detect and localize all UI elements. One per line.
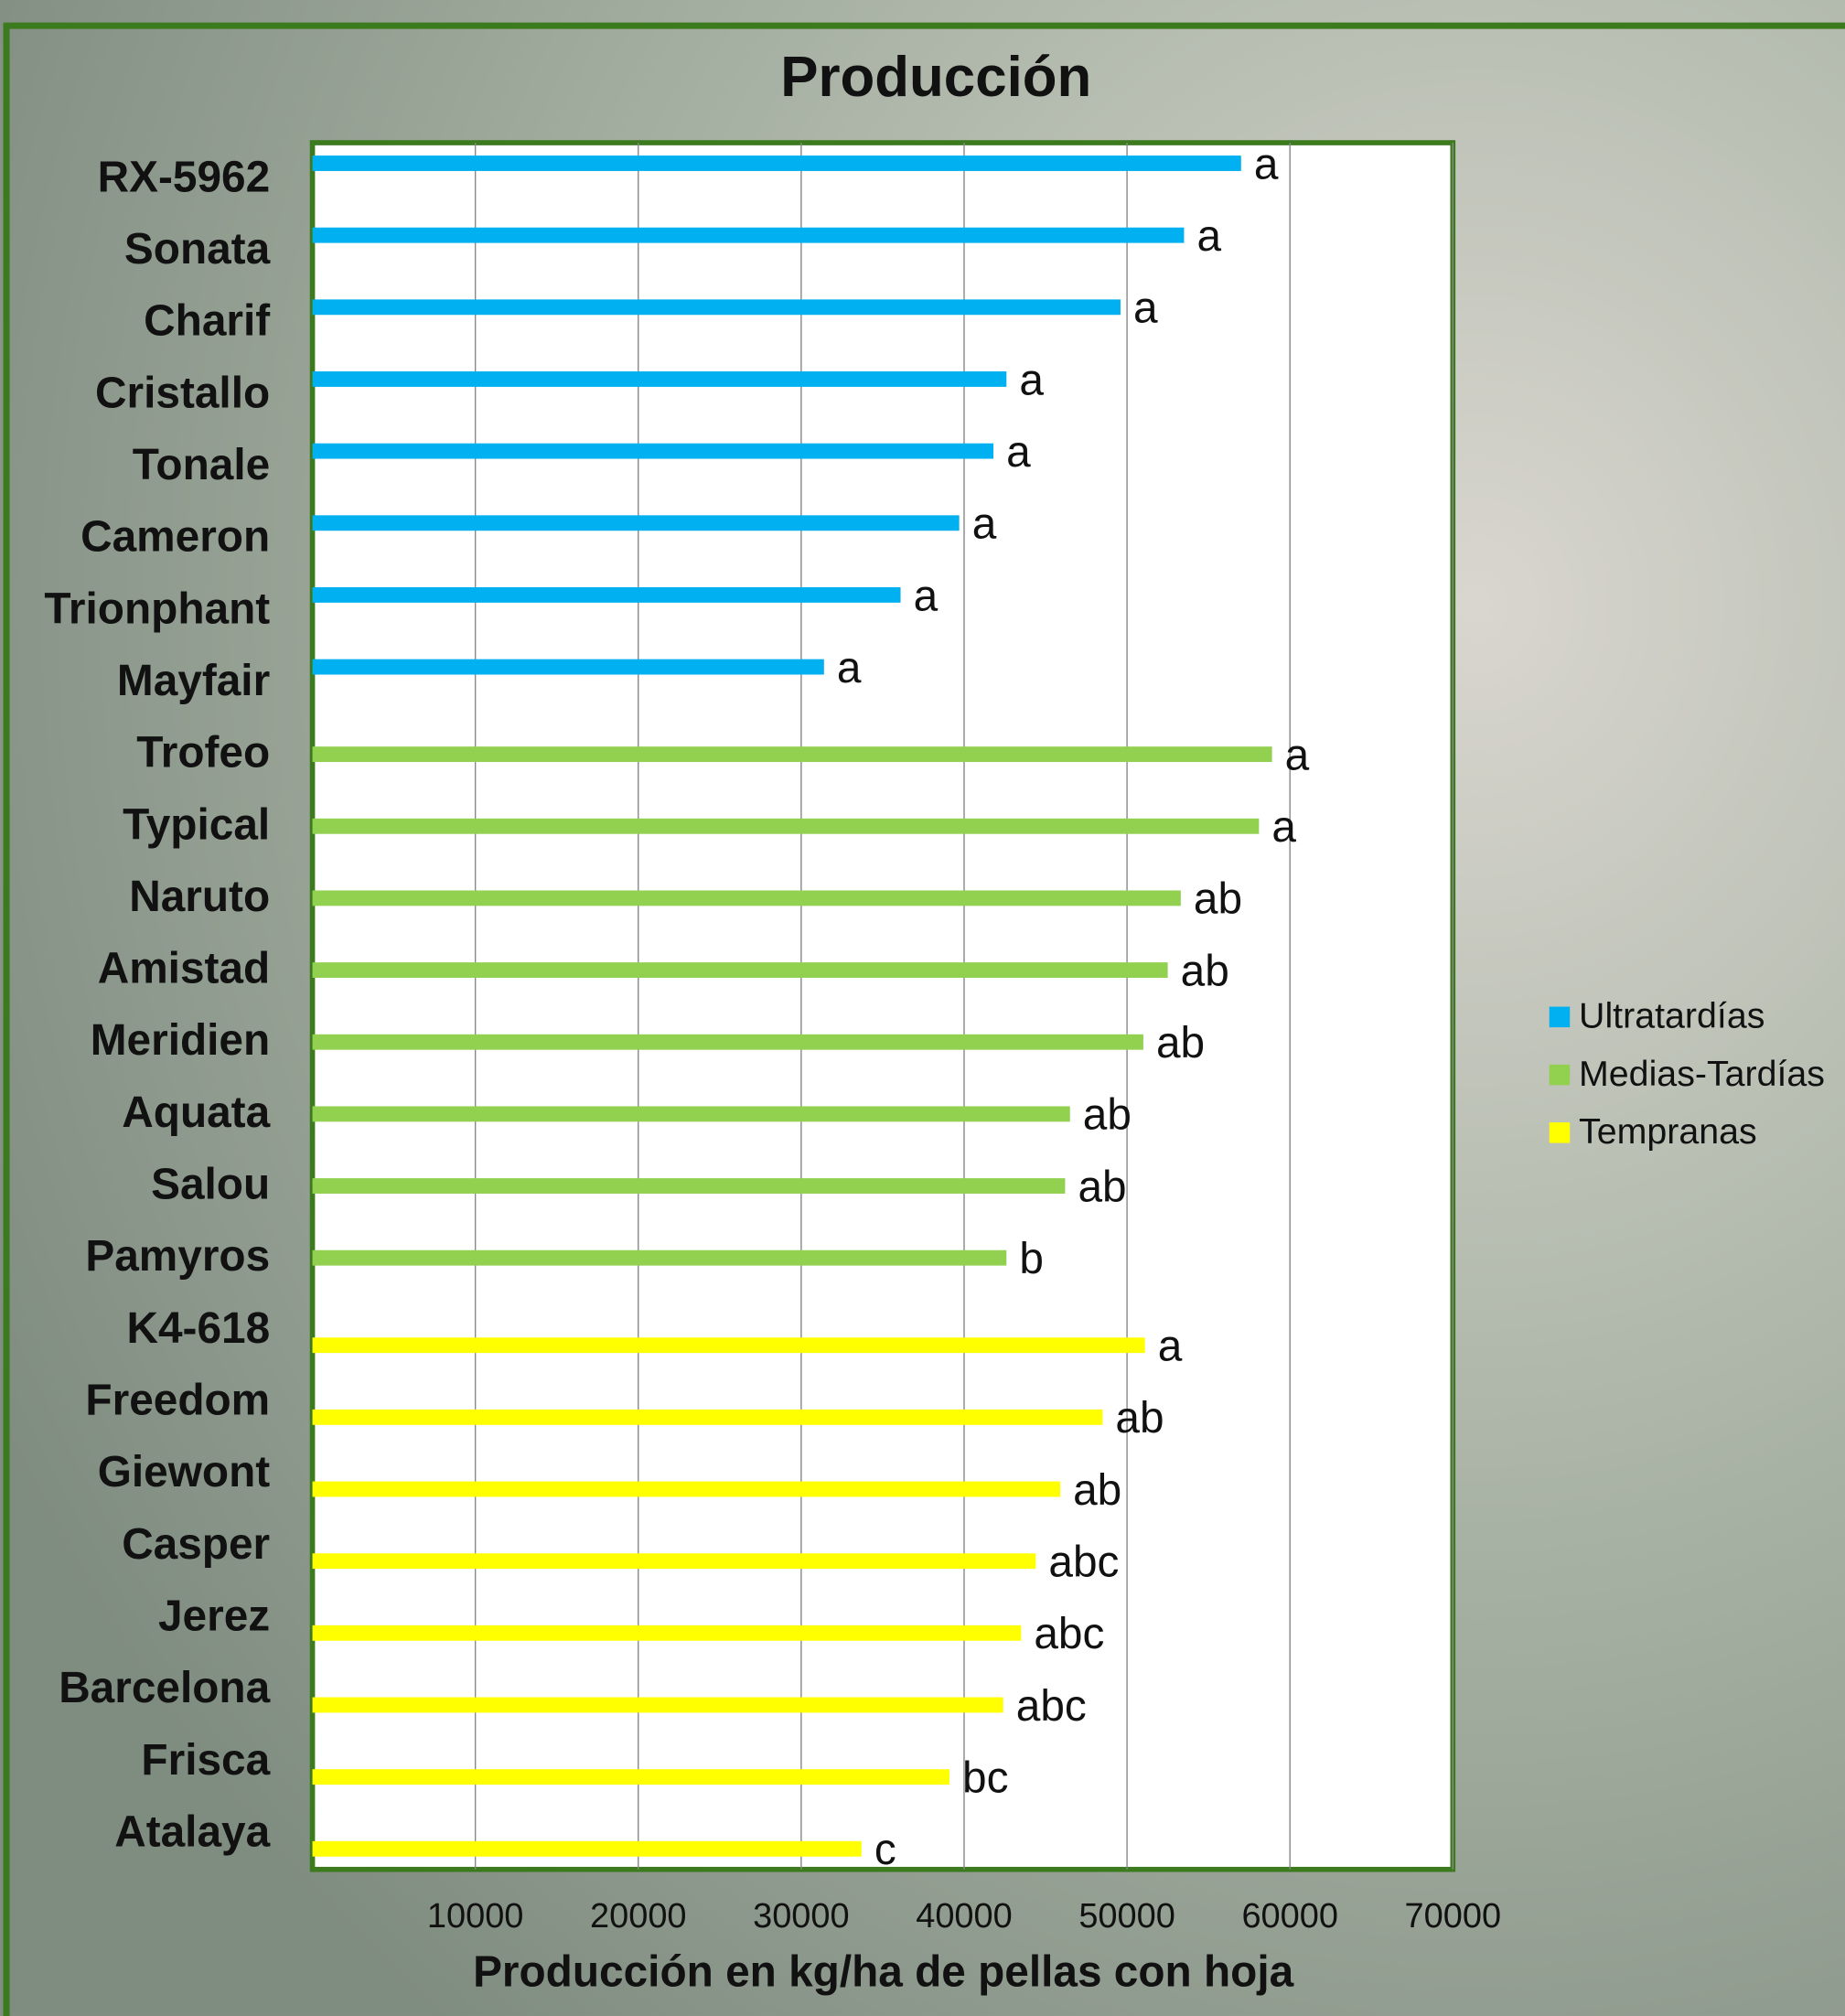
significance-label: c <box>874 1826 896 1874</box>
significance-label: abc <box>1034 1610 1104 1658</box>
y-tick-label: Naruto <box>129 873 270 921</box>
bar <box>313 371 1007 387</box>
x-axis-title: Producción en kg/ha de pellas con hoja <box>473 1948 1294 1997</box>
bar <box>313 515 960 531</box>
bar <box>313 819 1260 834</box>
significance-label: ab <box>1156 1019 1205 1067</box>
bar <box>313 444 993 459</box>
bar <box>313 1698 1003 1713</box>
y-tick-label: Mayfair <box>117 657 270 705</box>
legend-label: Tempranas <box>1579 1111 1757 1152</box>
significance-label: a <box>1271 803 1296 852</box>
y-tick-label: K4-618 <box>126 1304 270 1353</box>
significance-label: a <box>914 572 939 620</box>
significance-label: ab <box>1181 947 1229 995</box>
y-tick-label: Giewont <box>98 1448 270 1496</box>
y-tick-label: Barcelona <box>59 1664 270 1712</box>
bar <box>313 890 1181 906</box>
bar <box>313 1410 1103 1425</box>
x-tick-label: 30000 <box>753 1897 849 1936</box>
y-tick-label: Aquata <box>122 1088 270 1137</box>
bar <box>313 1178 1066 1194</box>
x-tick-label: 60000 <box>1241 1897 1338 1936</box>
x-tick-label: 50000 <box>1078 1897 1175 1936</box>
bar <box>313 155 1241 171</box>
bar <box>313 1625 1022 1641</box>
y-tick-label: Sonata <box>124 225 271 273</box>
significance-label: abc <box>1048 1539 1119 1587</box>
bar <box>313 587 901 603</box>
significance-label: a <box>972 500 997 549</box>
y-tick-label: Jerez <box>158 1592 270 1640</box>
y-tick-label: Amistad <box>98 945 270 993</box>
bar <box>313 1035 1143 1050</box>
bar <box>313 1553 1036 1569</box>
significance-label: a <box>1196 212 1221 261</box>
x-tick-label: 70000 <box>1405 1897 1501 1936</box>
chart-title: Producción <box>780 46 1091 109</box>
y-tick-label: Typical <box>123 800 270 849</box>
x-tick-label: 20000 <box>590 1897 687 1936</box>
significance-label: a <box>1285 731 1310 779</box>
significance-label: a <box>1158 1323 1183 1371</box>
bar <box>313 1482 1061 1497</box>
y-tick-label: Salou <box>151 1161 270 1209</box>
y-tick-label: Trionphant <box>44 584 270 633</box>
legend-label: Medias-Tardías <box>1579 1054 1825 1094</box>
significance-label: ab <box>1073 1466 1121 1515</box>
x-tick-label: 40000 <box>916 1897 1013 1936</box>
y-tick-label: Frisca <box>141 1736 270 1785</box>
y-tick-label: Meridien <box>91 1016 270 1065</box>
page: {"chart_data":{"type":"bar","orientation… <box>0 0 1845 2016</box>
y-tick-label: Cristallo <box>95 369 270 417</box>
significance-label: ab <box>1078 1163 1126 1211</box>
bar <box>313 746 1272 762</box>
significance-label: b <box>1019 1235 1044 1283</box>
significance-label: ab <box>1194 875 1242 924</box>
plot-area <box>313 143 1453 1870</box>
chart: Producción Producción en kg/ha de pellas… <box>0 0 1845 2016</box>
significance-label: bc <box>962 1753 1008 1802</box>
bar <box>313 228 1185 243</box>
bar <box>313 962 1168 978</box>
y-tick-label: Pamyros <box>85 1232 270 1281</box>
significance-label: a <box>1019 356 1044 404</box>
y-tick-label: Freedom <box>85 1377 270 1425</box>
bar <box>313 1769 949 1785</box>
bar <box>313 1106 1070 1121</box>
bar <box>313 299 1121 315</box>
y-tick-label: Atalaya <box>114 1807 270 1856</box>
significance-label: a <box>1133 284 1158 333</box>
y-tick-label: Trofeo <box>136 729 270 777</box>
significance-label: ab <box>1083 1091 1132 1140</box>
y-tick-label: Charif <box>144 297 270 346</box>
significance-label: abc <box>1016 1682 1087 1731</box>
legend-swatch <box>1550 1122 1570 1142</box>
bar <box>313 659 824 675</box>
bar <box>313 1337 1145 1353</box>
bar <box>313 1841 862 1857</box>
y-tick-label: Cameron <box>80 513 270 562</box>
legend-swatch <box>1550 1065 1570 1085</box>
significance-label: a <box>1254 140 1279 188</box>
bar <box>313 1250 1007 1266</box>
significance-label: a <box>837 644 862 692</box>
y-tick-label: Casper <box>122 1520 270 1569</box>
significance-label: a <box>1006 428 1031 477</box>
legend-label: Ultratardías <box>1579 996 1765 1036</box>
legend-swatch <box>1550 1007 1570 1027</box>
y-tick-label: Tonale <box>133 441 270 489</box>
y-tick-label: RX-5962 <box>98 153 271 201</box>
x-tick-label: 10000 <box>427 1897 523 1936</box>
significance-label: ab <box>1115 1394 1164 1442</box>
